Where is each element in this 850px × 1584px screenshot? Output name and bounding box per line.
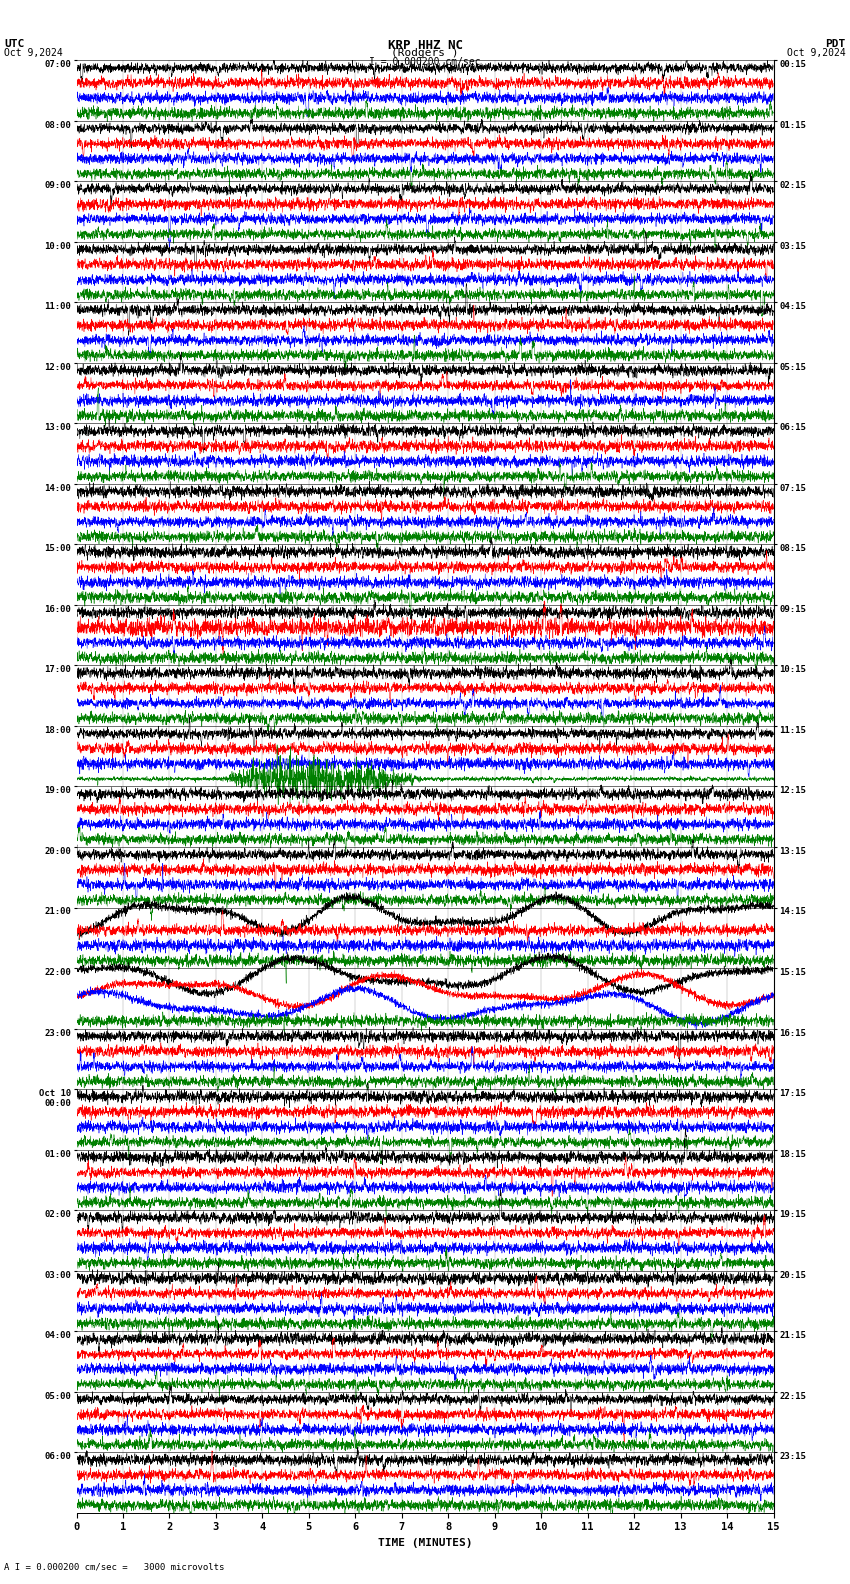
Text: PDT: PDT	[825, 38, 846, 49]
X-axis label: TIME (MINUTES): TIME (MINUTES)	[377, 1538, 473, 1548]
Text: UTC: UTC	[4, 38, 25, 49]
Text: Oct 9,2024: Oct 9,2024	[4, 48, 63, 59]
Text: A I = 0.000200 cm/sec =   3000 microvolts: A I = 0.000200 cm/sec = 3000 microvolts	[4, 1562, 224, 1571]
Text: (Rodgers ): (Rodgers )	[391, 48, 459, 59]
Text: I = 0.000200 cm/sec: I = 0.000200 cm/sec	[369, 57, 481, 68]
Text: KRP HHZ NC: KRP HHZ NC	[388, 38, 462, 52]
Text: Oct 9,2024: Oct 9,2024	[787, 48, 846, 59]
